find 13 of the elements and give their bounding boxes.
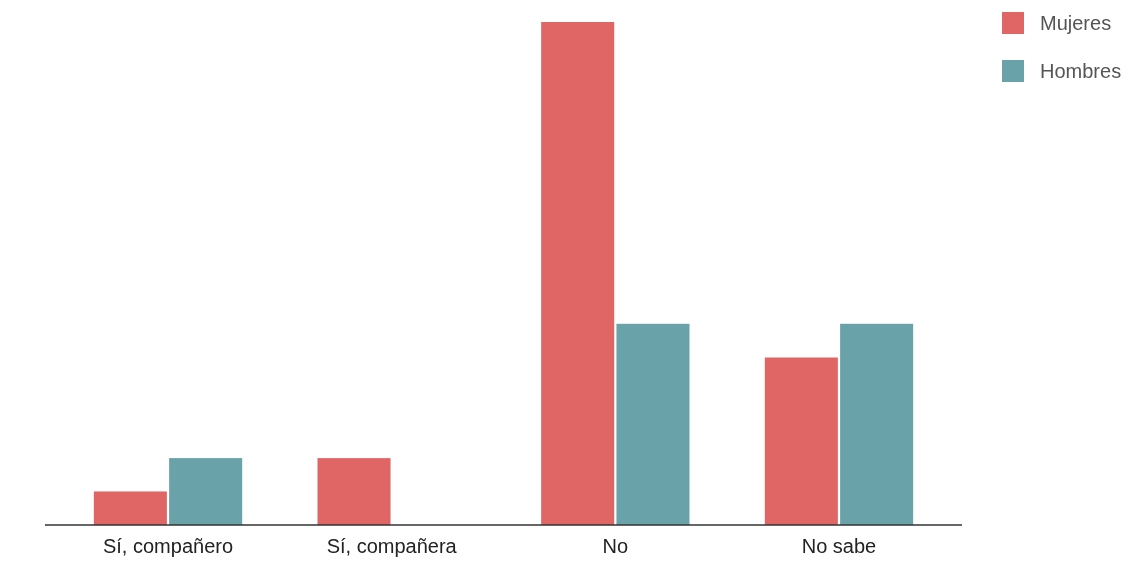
bar — [840, 323, 914, 525]
legend-label: Mujeres — [1040, 12, 1112, 34]
bar — [317, 458, 391, 525]
legend-label: Hombres — [1040, 60, 1122, 82]
x-tick-label: Sí, compañero — [102, 535, 234, 557]
bar — [169, 458, 243, 525]
bar — [764, 357, 838, 525]
x-tick-label: Sí, compañera — [326, 535, 458, 557]
x-tick-label: No sabe — [801, 535, 877, 557]
bar — [93, 491, 167, 525]
bar — [616, 323, 690, 525]
x-tick-label: No — [602, 535, 629, 557]
bar — [541, 22, 615, 525]
